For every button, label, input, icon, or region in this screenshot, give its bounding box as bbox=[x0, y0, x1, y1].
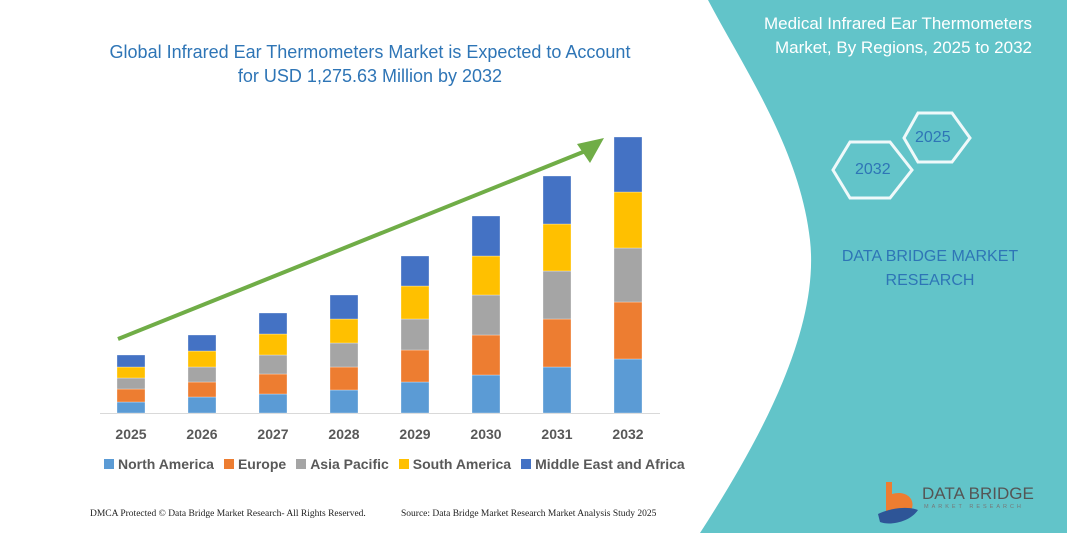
logo-subtext: MARKET RESEARCH bbox=[924, 504, 1024, 510]
brand-line-2: RESEARCH bbox=[885, 272, 975, 289]
logo-text: DATA BRIDGE bbox=[922, 484, 1034, 503]
legend-item: North America bbox=[104, 456, 214, 472]
bar-segment-europe-2027 bbox=[258, 373, 288, 395]
bar-segment-south-america-2026 bbox=[187, 350, 217, 368]
legend-label: Europe bbox=[237, 456, 287, 472]
bar-segment-middle-east-and-africa-2026 bbox=[187, 334, 217, 352]
bar-segment-europe-2028 bbox=[329, 366, 359, 391]
logo-icon bbox=[878, 482, 918, 524]
bar-segment-middle-east-and-africa-2031 bbox=[542, 175, 572, 225]
bar-segment-europe-2032 bbox=[613, 301, 643, 360]
bar-segment-north-america-2028 bbox=[329, 389, 359, 414]
bar-segment-north-america-2025 bbox=[116, 401, 146, 414]
bar-segment-asia-pacific-2032 bbox=[613, 247, 643, 303]
bar-segment-south-america-2032 bbox=[613, 191, 643, 249]
x-tick-label: 2031 bbox=[541, 426, 572, 442]
bar-segment-north-america-2030 bbox=[471, 374, 501, 414]
x-tick-label: 2030 bbox=[470, 426, 501, 442]
bar-segment-europe-2026 bbox=[187, 381, 217, 398]
legend-item: South America bbox=[398, 456, 512, 472]
title-line-2: for USD 1,275.63 Million by 2032 bbox=[237, 66, 503, 86]
trend-arrow-line bbox=[117, 148, 589, 341]
chart-legend: North America Europe Asia Pacific South Ame… bbox=[104, 456, 685, 472]
bar-segment-north-america-2031 bbox=[542, 366, 572, 414]
bar-segment-south-america-2025 bbox=[116, 366, 146, 379]
bar-segment-asia-pacific-2027 bbox=[258, 354, 288, 375]
bar-segment-middle-east-and-africa-2029 bbox=[400, 255, 430, 287]
brand-text: DATA BRIDGE MARKET RESEARCH bbox=[830, 245, 1030, 293]
bar-segment-middle-east-and-africa-2028 bbox=[329, 294, 359, 320]
hex-label-start: 2025 bbox=[915, 129, 951, 146]
side-title-line-1: Medical Infrared Ear Thermometers bbox=[763, 14, 1032, 33]
legend-swatch bbox=[398, 459, 409, 469]
bar-segment-asia-pacific-2031 bbox=[542, 270, 572, 320]
legend-label: North America bbox=[118, 456, 214, 472]
trend-arrow-head bbox=[577, 138, 604, 163]
x-tick-label: 2028 bbox=[328, 426, 359, 442]
bar-segment-europe-2030 bbox=[471, 334, 501, 376]
hexagon-2032 bbox=[831, 140, 914, 200]
side-panel-title: Medical Infrared Ear Thermometers Market… bbox=[692, 12, 1032, 60]
footer-source: Source: Data Bridge Market Research Mark… bbox=[401, 509, 657, 519]
hexagon-2025 bbox=[902, 111, 972, 164]
bar-segment-north-america-2029 bbox=[400, 381, 430, 414]
bar-segment-asia-pacific-2025 bbox=[116, 377, 146, 390]
legend-swatch bbox=[521, 459, 532, 469]
side-title-line-2: Market, By Regions, 2025 to 2032 bbox=[774, 38, 1032, 57]
hex-label-end: 2032 bbox=[855, 161, 891, 178]
legend-swatch bbox=[296, 459, 307, 469]
bar-segment-asia-pacific-2026 bbox=[187, 366, 217, 383]
legend-item: Middle East and Africa bbox=[521, 456, 685, 472]
x-tick-label: 2029 bbox=[399, 426, 430, 442]
bar-segment-europe-2025 bbox=[116, 388, 146, 403]
bar-segment-middle-east-and-africa-2032 bbox=[613, 136, 643, 193]
bar-segment-north-america-2026 bbox=[187, 396, 217, 414]
bar-segment-asia-pacific-2028 bbox=[329, 342, 359, 368]
bar-segment-middle-east-and-africa-2025 bbox=[116, 354, 146, 368]
legend-label: Asia Pacific bbox=[310, 456, 389, 472]
bar-segment-europe-2029 bbox=[400, 349, 430, 383]
bar-segment-south-america-2030 bbox=[471, 255, 501, 296]
brand-line-1: DATA BRIDGE MARKET bbox=[841, 248, 1019, 265]
legend-label: Middle East and Africa bbox=[535, 456, 685, 472]
legend-item: Asia Pacific bbox=[296, 456, 389, 472]
bar-segment-middle-east-and-africa-2030 bbox=[471, 215, 501, 257]
legend-swatch bbox=[104, 459, 114, 469]
bar-segment-south-america-2027 bbox=[258, 333, 288, 356]
x-tick-label: 2026 bbox=[186, 426, 217, 442]
bar-segment-south-america-2029 bbox=[400, 285, 430, 320]
x-tick-label: 2032 bbox=[612, 426, 643, 442]
bar-segment-asia-pacific-2030 bbox=[471, 294, 501, 336]
bar-segment-south-america-2028 bbox=[329, 318, 359, 344]
x-tick-label: 2027 bbox=[257, 426, 288, 442]
legend-item: Europe bbox=[223, 456, 287, 472]
title-line-1: Global Infrared Ear Thermometers Market … bbox=[109, 42, 631, 62]
bar-segment-north-america-2032 bbox=[613, 358, 643, 414]
side-panel-shape bbox=[700, 0, 1067, 533]
legend-label: South America bbox=[412, 456, 512, 472]
bar-segment-asia-pacific-2029 bbox=[400, 318, 430, 351]
page-title: Global Infrared Ear Thermometers Market … bbox=[70, 40, 670, 88]
bar-segment-north-america-2027 bbox=[258, 393, 288, 414]
bar-segment-south-america-2031 bbox=[542, 223, 572, 272]
footer-copyright: DMCA Protected © Data Bridge Market Rese… bbox=[90, 509, 366, 519]
bar-segment-europe-2031 bbox=[542, 318, 572, 368]
stacked-bar-chart: 2025 2026 2027 2028 2029 2030 2031 2032 bbox=[100, 136, 660, 442]
bar-segment-middle-east-and-africa-2027 bbox=[258, 312, 288, 335]
x-tick-label: 2025 bbox=[115, 426, 146, 442]
legend-swatch bbox=[223, 459, 234, 469]
